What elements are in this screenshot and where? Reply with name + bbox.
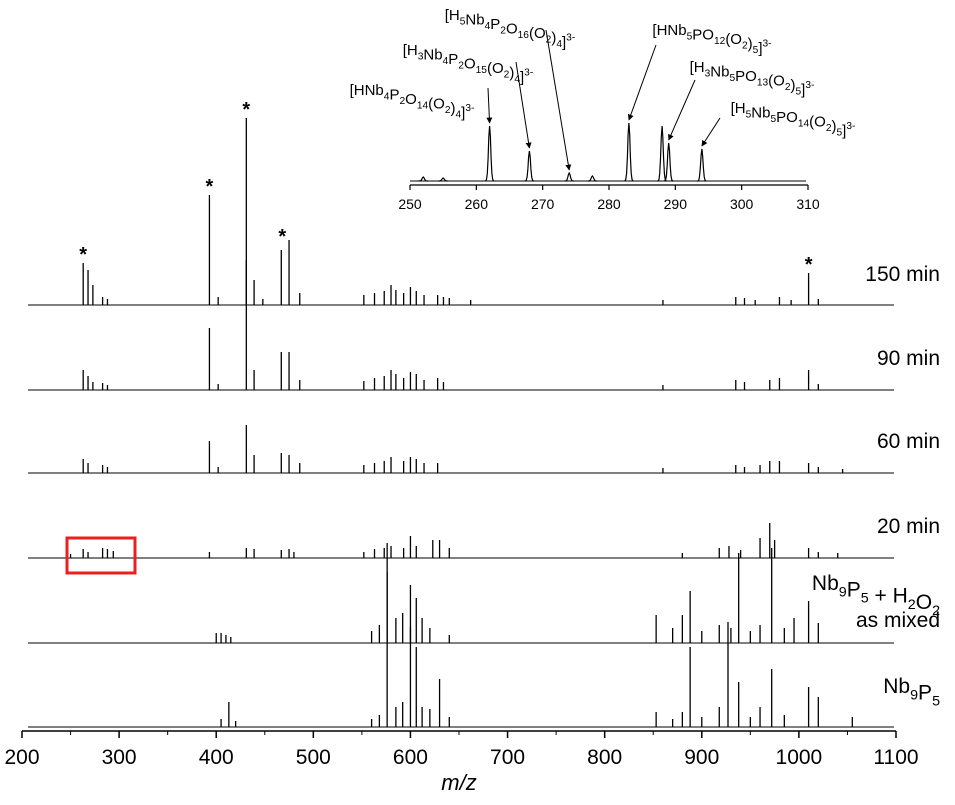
trace-label: 90 min — [877, 347, 940, 370]
annotation-arrow — [545, 29, 572, 171]
x-tick-label: 900 — [684, 746, 719, 769]
annotation-label: [HNb4P2O14(O2)4]3- — [350, 82, 475, 122]
annotation-arrow — [668, 79, 696, 141]
x-tick-label: 300 — [102, 746, 137, 769]
x-axis-label: m/z — [441, 770, 476, 795]
annotation-arrow — [701, 117, 721, 147]
inset-peak — [697, 148, 707, 182]
inset-x-tick-label: 260 — [465, 196, 489, 212]
inset-x-tick-label: 270 — [531, 196, 555, 212]
annotation-label: [H3Nb5PO13(O2)5]3- — [690, 59, 815, 99]
peak-marker: * — [805, 254, 813, 276]
x-tick-label: 200 — [4, 746, 39, 769]
trace-label: 150 min — [865, 263, 940, 286]
inset-x-tick-label: 280 — [597, 196, 621, 212]
trace-label: Nb9P5 + H2O2 — [812, 572, 940, 619]
x-tick-label: 800 — [587, 746, 622, 769]
inset-peak — [587, 175, 598, 182]
trace-label: Nb9P5 — [883, 675, 940, 710]
inset-peak — [484, 125, 495, 182]
peak-marker: * — [206, 176, 214, 198]
annotation-label: [H5Nb5PO14(O2)5]3- — [731, 100, 856, 140]
x-tick-label: 500 — [296, 746, 331, 769]
peak-marker: * — [79, 244, 87, 266]
inset-peak — [524, 150, 535, 182]
trace-label: 20 min — [877, 515, 940, 538]
x-tick-label: 600 — [393, 746, 428, 769]
inset-x-tick-label: 290 — [664, 196, 688, 212]
inset-peak — [657, 125, 667, 182]
inset-peak — [664, 142, 674, 182]
trace-label: 60 min — [877, 430, 940, 453]
x-tick-label: 1000 — [776, 746, 823, 769]
trace-label: as mixed — [856, 609, 940, 632]
annotation-label: [H5Nb4P2O16(O2)4]3- — [445, 7, 575, 51]
inset-x-tick-label: 250 — [398, 196, 422, 212]
x-tick-label: 700 — [490, 746, 525, 769]
annotation-arrow — [515, 61, 532, 149]
annotation-label: [HNb5PO12(O2)5]3- — [652, 22, 771, 57]
inset-peak — [418, 176, 428, 182]
annotation-arrow — [486, 87, 493, 124]
x-tick-label: 1100 — [873, 746, 918, 769]
inset-peak — [564, 171, 574, 182]
annotation-arrow — [627, 44, 657, 121]
highlight-box — [65, 536, 137, 575]
peak-marker: * — [242, 99, 250, 121]
inset-x-tick-label: 300 — [730, 196, 754, 212]
x-tick-label: 400 — [199, 746, 234, 769]
annotation-label: [H3Nb4P2O15(O2)4]3- — [403, 42, 533, 86]
inset-peak — [624, 122, 634, 182]
inset-x-tick-label: 310 — [796, 196, 820, 212]
peak-marker: * — [278, 226, 286, 248]
inset-peak — [438, 177, 448, 182]
